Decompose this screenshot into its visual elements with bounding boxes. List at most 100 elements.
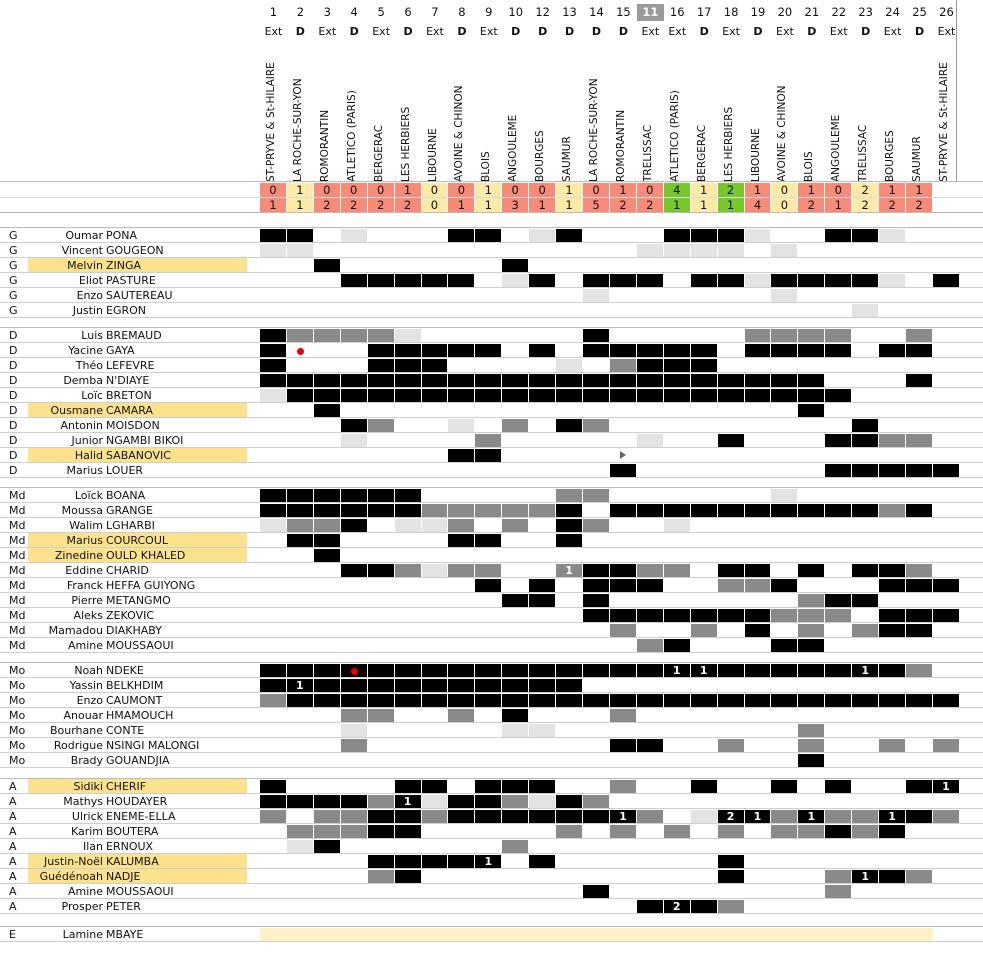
player-row: Md Walim LGHARBI [0, 518, 983, 533]
appearance-cell [421, 810, 448, 823]
row-rule [0, 432, 983, 433]
appearance-cell [394, 679, 421, 692]
row-rule [0, 547, 983, 548]
player-last-name: CONTE [106, 724, 145, 737]
appearance-cell [690, 624, 717, 637]
player-row: D Luis BREMAUD [0, 328, 983, 343]
appearance-cell [286, 795, 313, 808]
player-position: G [9, 244, 18, 257]
score-for: 0 [260, 183, 286, 197]
match-number: 21 [804, 5, 820, 19]
opponent-name: AVOINE & CHINON [776, 85, 789, 182]
appearance-cell [717, 504, 744, 517]
row-rule [0, 357, 983, 358]
match-venue: Ext [372, 25, 391, 38]
appearance-cell [313, 389, 340, 402]
player-last-name: PETER [106, 900, 141, 913]
appearance-cell [906, 564, 932, 577]
appearance-cell [394, 810, 421, 823]
appearance-cell [744, 229, 771, 242]
appearance-cell [421, 694, 448, 707]
appearance-cell [636, 694, 663, 707]
player-first-name: Bourhane [49, 724, 103, 737]
appearance-cell [798, 724, 825, 737]
row-rule [0, 592, 983, 593]
player-last-name: ZINGA [106, 259, 142, 272]
match-number: 10 [508, 5, 524, 19]
appearance-cell [394, 855, 421, 868]
appearance-cell [313, 259, 340, 272]
appearance-cell [448, 810, 475, 823]
opponent-name: ATLETICO (PARIS) [345, 90, 358, 182]
player-last-name: LEFEVRE [106, 359, 155, 372]
appearance-cell [448, 534, 475, 547]
appearance-cell [529, 780, 556, 793]
player-row: A Sidiki CHERIF [0, 779, 983, 794]
appearance-cell [260, 329, 286, 342]
appearance-cell [340, 709, 367, 722]
appearance-cell [933, 609, 959, 622]
match-number: 25 [912, 5, 927, 19]
player-last-name: LOUER [106, 464, 144, 477]
row-rule [0, 477, 983, 478]
appearance-cell [394, 825, 421, 838]
opponent-name: BERGERAC [372, 124, 385, 182]
name-highlight [28, 854, 247, 868]
appearance-cell [636, 344, 663, 357]
match-venue: Ext [426, 25, 444, 38]
appearance-cell [313, 489, 340, 502]
appearance-cell [636, 244, 663, 257]
appearance-cell [448, 709, 475, 722]
appearance-cell [609, 344, 636, 357]
score-against: 3 [502, 198, 529, 212]
appearance-cell [502, 274, 529, 287]
player-position: D [9, 359, 18, 372]
player-position: D [9, 344, 18, 357]
appearance-cell [879, 504, 906, 517]
red-card-icon [350, 668, 358, 675]
row-rule [0, 257, 983, 258]
appearance-cell [906, 344, 932, 357]
appearance-cell [690, 374, 717, 387]
appearance-cell [825, 504, 852, 517]
appearance-cell [906, 504, 932, 517]
player-first-name: Aleks [73, 609, 103, 622]
goal-count: 1 [861, 870, 870, 883]
player-first-name: Sidiki [73, 780, 103, 793]
row-rule [0, 372, 983, 373]
opponent-name: BERGERAC [695, 124, 708, 182]
appearance-cell [260, 359, 286, 372]
appearance-cell [798, 825, 825, 838]
player-first-name: Noah [74, 664, 103, 677]
appearance-cell [367, 679, 394, 692]
appearance-cell [690, 344, 717, 357]
player-position: D [9, 449, 18, 462]
row-rule [0, 447, 983, 448]
appearance-cell [448, 519, 475, 532]
score-against: 1 [448, 198, 475, 212]
player-last-name: EGRON [106, 304, 147, 317]
appearance-cell [879, 579, 906, 592]
player-row: D Halid SABANOVIC [0, 448, 983, 463]
appearance-cell [475, 810, 502, 823]
appearance-cell [448, 694, 475, 707]
player-position: A [9, 900, 17, 913]
player-last-name: SABANOVIC [106, 449, 171, 462]
appearance-cell [609, 579, 636, 592]
score-for: 0 [340, 183, 367, 197]
appearance-cell [798, 624, 825, 637]
appearance-cell [583, 694, 609, 707]
player-row: G Justin EGRON [0, 303, 983, 318]
appearance-cell [852, 694, 879, 707]
opponent-name: LA ROCHE-SUR-YON [291, 78, 304, 182]
appearance-cell [852, 274, 879, 287]
appearance-cell [502, 259, 529, 272]
player-position: Mo [9, 724, 26, 737]
appearance-cell [583, 519, 609, 532]
player-row: G Oumar PONA [0, 228, 983, 243]
appearance-cell [771, 664, 798, 677]
player-first-name: Eddine [65, 564, 103, 577]
player-first-name: Lamine [62, 928, 103, 941]
appearance-cell [583, 609, 609, 622]
appearance-cell [260, 374, 286, 387]
